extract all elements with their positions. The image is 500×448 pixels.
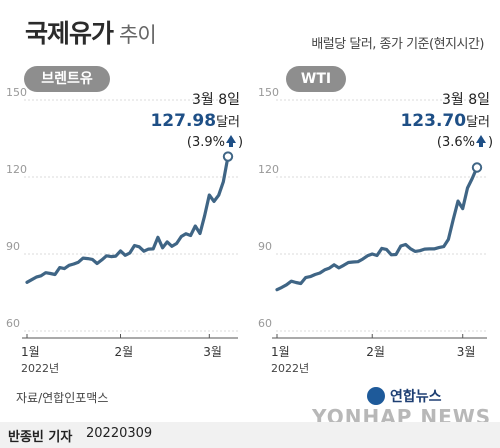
unit-note: 배럴당 달러, 종가 기준(현지시간) [311, 37, 484, 52]
annotation-change-close: ) [238, 135, 243, 150]
x-tick-label: 3월 [203, 345, 222, 359]
last-point-marker [222, 151, 234, 162]
annotation-value: 127.98 [150, 111, 216, 131]
y-tick-label: 120 [6, 163, 27, 176]
series-label-brent: 브렌트유 [24, 66, 110, 92]
x-tick-label: 2월 [114, 345, 133, 359]
x-tick-year: 2022년 [21, 362, 59, 375]
x-tick-label: 3월 [457, 345, 476, 359]
y-tick-label: 60 [258, 317, 272, 330]
title-block: 국제유가 추이 [25, 14, 157, 50]
series-label-wti: WTI [286, 66, 346, 92]
annotation-date: 3월 8일 [192, 92, 240, 108]
up-arrow-icon [226, 135, 236, 147]
annotation-date: 3월 8일 [442, 92, 490, 108]
y-tick-label: 150 [6, 86, 27, 99]
y-tick-label: 90 [6, 240, 20, 253]
x-tick-label: 1월 [271, 345, 290, 359]
x-tick-label: 1월 [21, 345, 40, 359]
annotation-value-line: 127.98달러 [150, 111, 240, 131]
annotation-unit: 달러 [466, 115, 490, 130]
page-title: 국제유가 [25, 19, 114, 48]
reporter-name: 반종빈 기자 [8, 430, 73, 445]
brand-name: 연합뉴스 [390, 389, 442, 405]
page-subtitle: 추이 [119, 23, 157, 47]
x-tick-year: 2022년 [271, 362, 309, 375]
source-note: 자료/연합인포맥스 [16, 391, 109, 405]
y-tick-label: 150 [258, 86, 279, 99]
date-code: 20220309 [86, 426, 153, 441]
y-tick-label: 90 [258, 240, 272, 253]
up-arrow-icon [476, 135, 486, 147]
annotation-change-close: ) [488, 135, 493, 150]
byline-bar: 반종빈 기자 20220309 [0, 422, 500, 448]
series-line-brent [25, 154, 230, 284]
annotation-value-line: 123.70달러 [400, 111, 490, 131]
brand-logo: 연합뉴스 YONHAP NEWS [312, 385, 492, 429]
x-tick-label: 2월 [366, 345, 385, 359]
y-tick-label: 120 [258, 163, 279, 176]
annotation-unit: 달러 [216, 115, 240, 130]
annotation-change: (3.9% [187, 135, 225, 150]
annotation-value: 123.70 [400, 111, 466, 131]
y-tick-label: 60 [6, 317, 20, 330]
yonhap-logo-icon [367, 387, 385, 405]
annotation-change: (3.6% [437, 135, 475, 150]
series-line-wti [275, 165, 479, 292]
last-point-marker [471, 162, 483, 173]
